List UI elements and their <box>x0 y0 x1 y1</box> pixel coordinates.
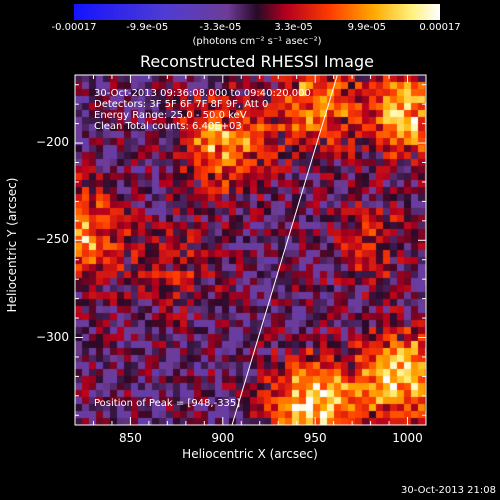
annotation-detectors: Detectors: 3F 5F 6F 7F 8F 9F, Att 0 <box>94 99 269 110</box>
peak-position-label: Position of Peak = [948,-335] <box>94 398 241 409</box>
y-tick-label: −250 <box>36 232 69 247</box>
annotation-clean: Clean Total counts: 6.40E+03 <box>94 121 242 132</box>
heatmap-image <box>75 75 426 425</box>
colorbar-tick-label: -9.9e-05 <box>126 22 169 33</box>
colorbar <box>74 4 440 20</box>
annotation-time: 30-Oct-2013 09:36:08.000 to 09:40:20.000 <box>94 88 311 99</box>
annotation-energy: Energy Range: 25.0 - 50.0 keV <box>94 110 247 121</box>
colorbar-tick-label: 3.3e-05 <box>274 22 313 33</box>
colorbar-units: (photons cm⁻² s⁻¹ asec⁻²) <box>192 36 322 47</box>
x-axis-label: Heliocentric X (arcsec) <box>182 447 318 461</box>
y-axis-label: Heliocentric Y (arcsec) <box>5 177 19 313</box>
x-tick-label: 850 <box>118 431 142 445</box>
x-tick-label: 1000 <box>392 431 423 445</box>
y-tick-label: −300 <box>36 329 69 344</box>
colorbar-tick-label: -0.00017 <box>51 22 97 33</box>
timestamp: 30-Oct-2013 21:08 <box>401 485 496 496</box>
colorbar-tick-label: -3.3e-05 <box>199 22 242 33</box>
y-tick-label: −200 <box>36 135 69 150</box>
colorbar-tick-label: 9.9e-05 <box>347 22 386 33</box>
axis-ticks <box>75 75 426 425</box>
plot-frame <box>74 74 427 426</box>
solar-limb-line <box>231 74 338 426</box>
x-tick-label: 900 <box>211 431 235 445</box>
chart-title: Reconstructed RHESSI Image <box>140 52 374 71</box>
x-tick-label: 950 <box>303 431 327 445</box>
colorbar-tick-label: 0.00017 <box>419 22 461 33</box>
